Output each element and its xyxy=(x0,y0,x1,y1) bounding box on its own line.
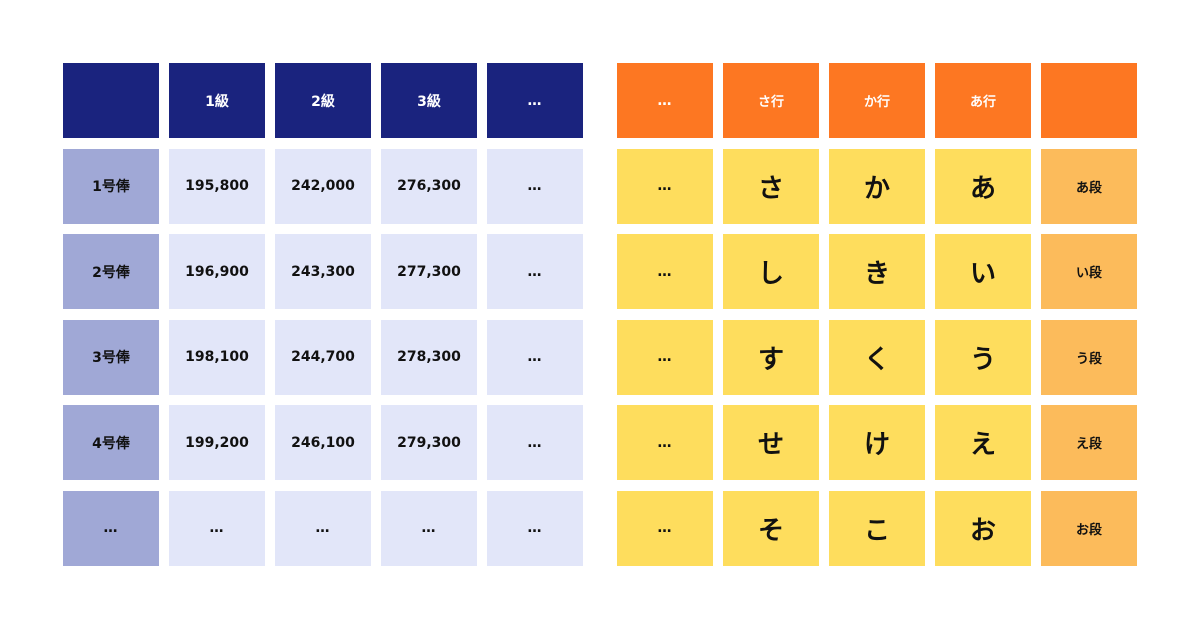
salary-cell: 199,200 xyxy=(169,405,265,480)
kana-cell: か xyxy=(829,148,925,224)
kana-cell-more: … xyxy=(617,234,713,309)
kana-cell: け xyxy=(829,405,925,480)
kana-cell: こ xyxy=(829,490,925,566)
salary-header-grade-2: 2級 xyxy=(275,63,371,138)
salary-cell: 244,700 xyxy=(275,319,371,395)
kana-header-corner xyxy=(1041,63,1137,138)
kana-row-label: あ段 xyxy=(1041,148,1137,224)
salary-cell: 278,300 xyxy=(381,319,477,395)
salary-cell-more: … xyxy=(487,405,583,480)
kana-header-a-row: あ行 xyxy=(935,63,1031,138)
kana-cell-more: … xyxy=(617,405,713,480)
kana-table: … さ行 か行 あ行 … さ か あ あ段 … し き い い段 … す く う… xyxy=(617,63,1137,566)
salary-cell: 242,000 xyxy=(275,148,371,224)
salary-row-label-more: … xyxy=(63,490,159,566)
salary-cell: 196,900 xyxy=(169,234,265,309)
kana-cell: え xyxy=(935,405,1031,480)
kana-cell: い xyxy=(935,234,1031,309)
kana-header-more: … xyxy=(617,63,713,138)
kana-cell-more: … xyxy=(617,148,713,224)
salary-cell: 276,300 xyxy=(381,148,477,224)
salary-cell-more: … xyxy=(487,319,583,395)
salary-table: 1級 2級 3級 … 1号俸 195,800 242,000 276,300 …… xyxy=(63,63,583,566)
kana-cell: す xyxy=(723,319,819,395)
salary-header-grade-1: 1級 xyxy=(169,63,265,138)
salary-cell-more: … xyxy=(487,490,583,566)
salary-cell-more: … xyxy=(487,234,583,309)
kana-header-ka-row: か行 xyxy=(829,63,925,138)
salary-header-more: … xyxy=(487,63,583,138)
kana-cell: く xyxy=(829,319,925,395)
kana-cell: そ xyxy=(723,490,819,566)
kana-row-label: お段 xyxy=(1041,490,1137,566)
kana-cell: う xyxy=(935,319,1031,395)
salary-row-label: 3号俸 xyxy=(63,319,159,395)
kana-cell-more: … xyxy=(617,319,713,395)
salary-cell: 279,300 xyxy=(381,405,477,480)
salary-cell-more: … xyxy=(487,148,583,224)
kana-row-label: え段 xyxy=(1041,405,1137,480)
salary-cell: 195,800 xyxy=(169,148,265,224)
salary-cell: 277,300 xyxy=(381,234,477,309)
kana-header-sa-row: さ行 xyxy=(723,63,819,138)
salary-cell: 243,300 xyxy=(275,234,371,309)
kana-row-label: い段 xyxy=(1041,234,1137,309)
kana-row-label: う段 xyxy=(1041,319,1137,395)
kana-cell: さ xyxy=(723,148,819,224)
salary-cell: 198,100 xyxy=(169,319,265,395)
salary-row-label: 4号俸 xyxy=(63,405,159,480)
kana-cell: き xyxy=(829,234,925,309)
salary-cell-more: … xyxy=(381,490,477,566)
salary-row-label: 2号俸 xyxy=(63,234,159,309)
kana-cell: お xyxy=(935,490,1031,566)
kana-cell: し xyxy=(723,234,819,309)
kana-cell: あ xyxy=(935,148,1031,224)
kana-cell: せ xyxy=(723,405,819,480)
salary-header-corner xyxy=(63,63,159,138)
kana-cell-more: … xyxy=(617,490,713,566)
salary-cell: 246,100 xyxy=(275,405,371,480)
salary-cell-more: … xyxy=(169,490,265,566)
salary-header-grade-3: 3級 xyxy=(381,63,477,138)
salary-cell-more: … xyxy=(275,490,371,566)
salary-row-label: 1号俸 xyxy=(63,148,159,224)
